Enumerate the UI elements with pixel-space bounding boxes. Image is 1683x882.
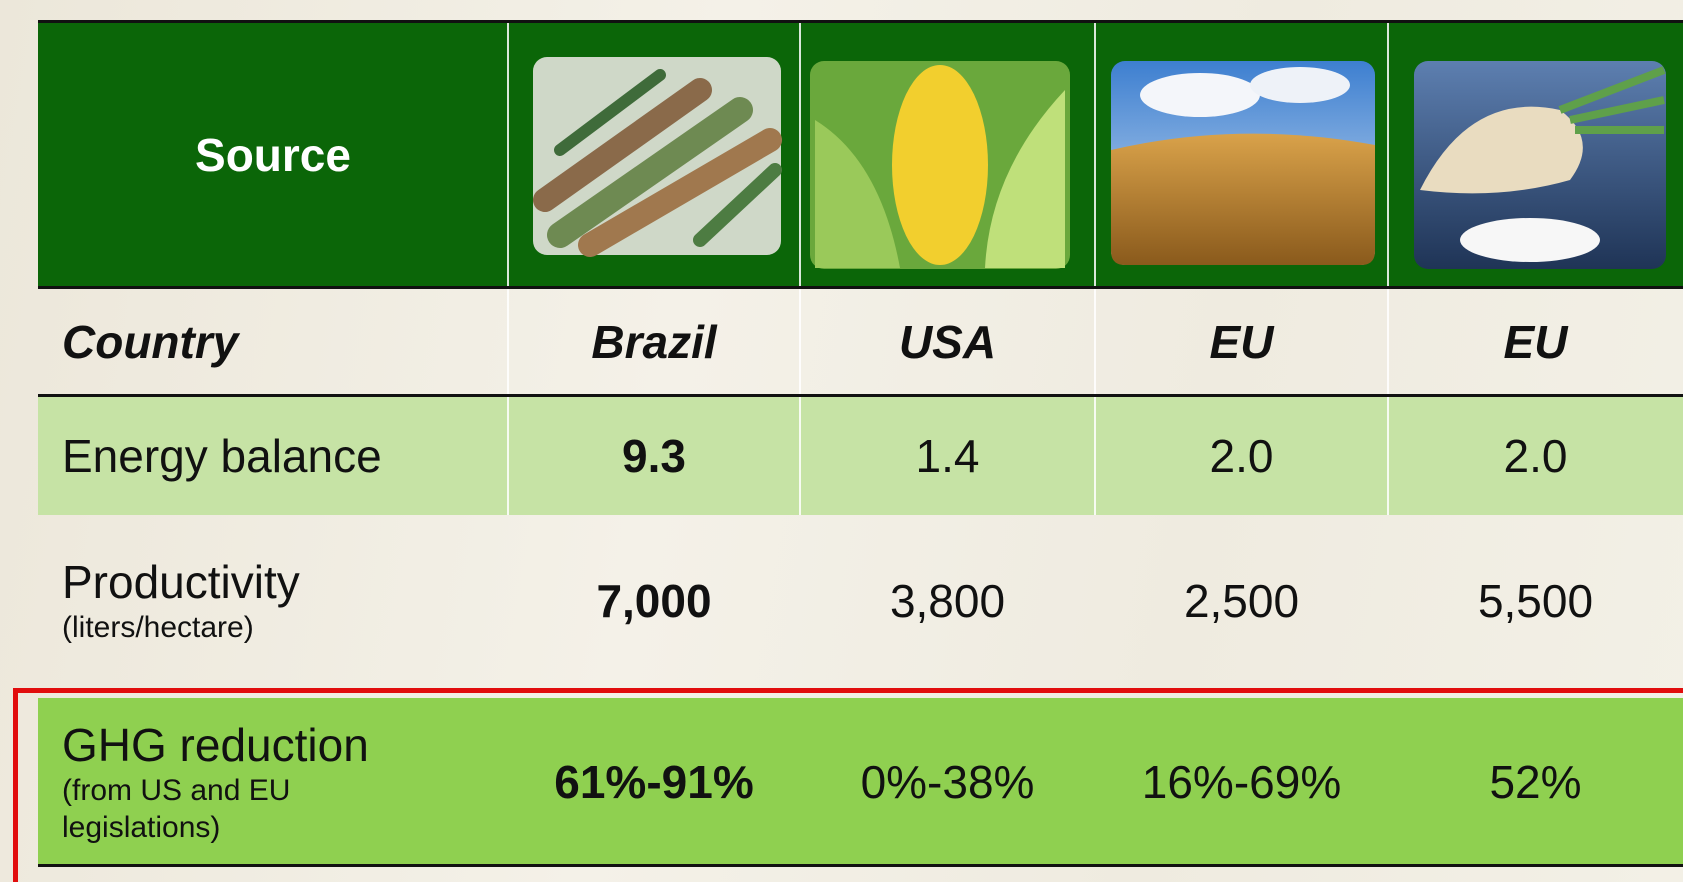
column-divider [799, 21, 801, 515]
country-cell: EU [1095, 288, 1388, 395]
cell-value: 2,500 [1183, 575, 1300, 627]
value-cell: 5,500 [1388, 515, 1683, 687]
cell-value: 2.0 [1503, 430, 1568, 482]
value-cell: 7,000 [508, 515, 800, 687]
value-cell: 2.0 [1388, 397, 1683, 515]
corn-image [810, 61, 1070, 269]
cell-value: 1.4 [915, 430, 980, 482]
value-cell: 3,800 [800, 515, 1095, 687]
row-label-cell: Productivity (liters/hectare) [38, 515, 508, 687]
cell-value: 61%-91% [554, 756, 754, 808]
ghg-band [38, 698, 1683, 866]
value-cell: 0%-38% [800, 698, 1095, 866]
rule [38, 864, 1683, 867]
value-cell: 2.0 [1095, 397, 1388, 515]
country-name: EU [1503, 315, 1568, 368]
header-label: Source [195, 128, 351, 181]
value-cell: 1.4 [800, 397, 1095, 515]
cell-value: 3,800 [889, 575, 1006, 627]
sugarcane-image [533, 57, 782, 257]
column-divider [507, 21, 509, 515]
row-label-cell: GHG reduction (from US and EU legislation… [38, 698, 508, 866]
row-label-cell: Energy balance [38, 397, 508, 515]
cell-value: 52% [1489, 756, 1582, 808]
energy-band [38, 397, 1683, 515]
value-cell: 61%-91% [508, 698, 800, 866]
value-cell: 16%-69% [1095, 698, 1388, 866]
row-label: Productivity [62, 556, 300, 609]
cell-value: 9.3 [622, 430, 686, 482]
row-note: (from US and EU legislations) [62, 773, 291, 845]
rule [38, 286, 1683, 289]
rule [38, 20, 1683, 23]
cell-value: 16%-69% [1141, 756, 1342, 808]
wheat-image [1111, 61, 1375, 265]
row-label-cell: Country [38, 288, 508, 395]
cell-value: 0%-38% [860, 756, 1035, 808]
header-cell: Source [38, 21, 508, 288]
rule [38, 394, 1683, 397]
country-cell: Brazil [508, 288, 800, 395]
column-divider [1094, 21, 1096, 515]
value-cell: 2,500 [1095, 515, 1388, 687]
country-cell: USA [800, 288, 1095, 395]
value-cell: 9.3 [508, 397, 800, 515]
sugarbeet-image [1414, 61, 1666, 269]
row-label: GHG reduction [62, 718, 369, 771]
row-note: (liters/hectare) [62, 611, 254, 645]
country-cell: EU [1388, 288, 1683, 395]
column-divider [1387, 21, 1389, 515]
row-label: Country [62, 315, 239, 368]
cell-value: 7,000 [596, 575, 712, 627]
cell-value: 5,500 [1477, 575, 1594, 627]
country-name: USA [898, 315, 997, 368]
row-label: Energy balance [62, 430, 382, 482]
cell-value: 2.0 [1209, 430, 1274, 482]
country-name: Brazil [591, 315, 717, 368]
value-cell: 52% [1388, 698, 1683, 866]
highlight-box [13, 688, 1683, 882]
country-name: EU [1209, 315, 1274, 368]
